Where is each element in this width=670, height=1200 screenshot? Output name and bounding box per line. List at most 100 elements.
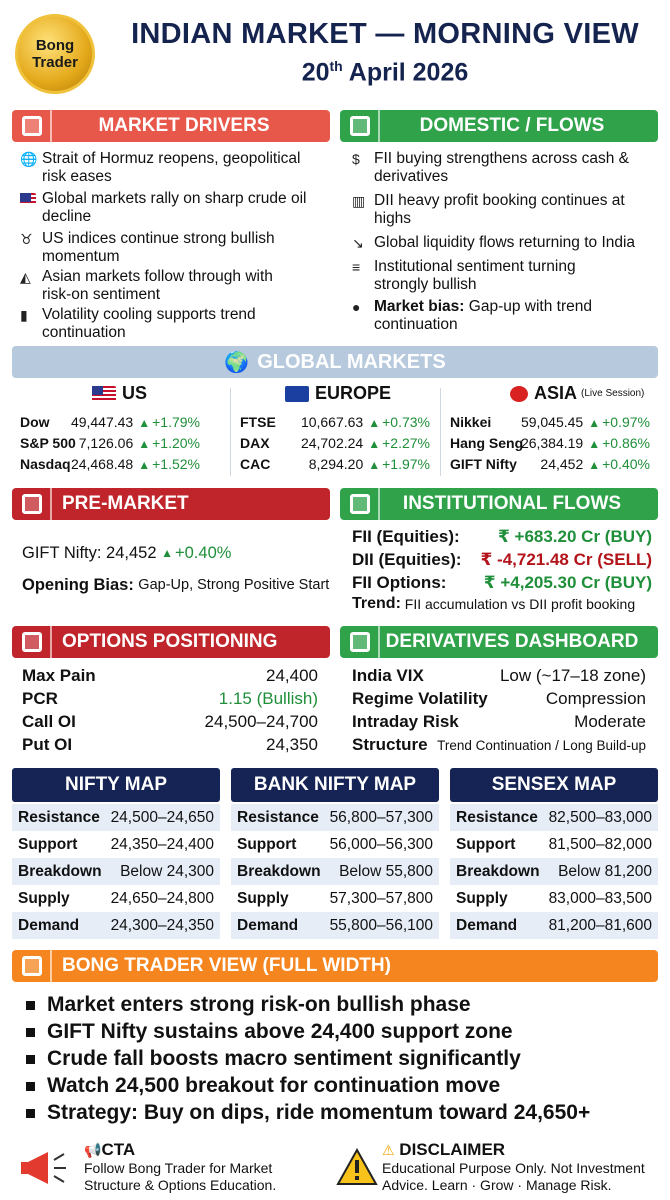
options-positioning-header: OPTIONS POSITIONING [12,626,330,658]
map-key: Supply [456,889,508,907]
bar-chart-icon: ▮ [20,307,28,323]
map-value: 57,300–57,800 [329,889,433,907]
checkbox-icon [350,116,370,136]
cta-text: Follow Bong Trader for Market Structure &… [84,1160,277,1193]
derivatives-value: Low (~17–18 zone) [499,666,646,685]
market-value: 26,384.19 [520,435,584,451]
market-change: +1.52% [152,456,200,472]
inst-flow-row: FII Options: ₹ +4,205.30 Cr (BUY) [352,572,652,594]
derivatives-label: Structure [352,735,428,754]
square-bullet-icon [26,1081,35,1091]
view-point: Strategy: Buy on dips, ride momentum tow… [26,1100,590,1126]
flow-item-bias: ● Market bias: Gap-up with trend continuat… [352,298,592,333]
map-row: Support 24,350–24,400 [12,831,220,858]
map-row: Support 81,500–82,000 [450,831,658,858]
market-change: +1.20% [152,435,200,451]
market-name: Dow [20,414,50,430]
bong-trader-logo: Bong Trader [15,14,95,94]
driver-item: ♉ US indices continue strong bullish momen… [20,230,275,265]
derivatives-value: Trend Continuation / Long Build-up [437,737,646,753]
market-value-group: 59,045.45 ▲ +0.97% [521,414,650,430]
options-label: Call OI [22,712,76,731]
market-name: Hang Seng [450,435,524,451]
globe-icon: 🌍 [224,351,250,374]
checkbox-icon [22,956,42,976]
institutional-flows-title: INSTITUTIONAL FLOWS [402,493,622,514]
checkbox-icon [350,494,370,514]
map-key: Resistance [237,808,319,826]
view-point-text: Strategy: Buy on dips, ride momentum tow… [47,1101,591,1124]
map-value: 81,200–81,600 [548,916,652,934]
up-arrow-icon: ▲ [368,437,381,451]
trend-down-icon: ↘ [352,235,364,251]
map-value: 56,800–57,300 [329,808,433,826]
options-row: PCR 1.15 (Bullish) [22,688,318,710]
asia-icon [510,385,528,402]
square-bullet-icon [26,1054,35,1064]
options-row: Call OI 24,500–24,700 [22,711,318,733]
driver-item: Global markets rally on sharp crude oil d… [20,190,340,226]
pre-market-gift: GIFT Nifty: 24,452 ▲ +0.40% [22,543,232,562]
derivatives-dashboard-header: DERIVATIVES DASHBOARD [340,626,658,658]
map-value: Below 24,300 [120,862,214,880]
market-value: 7,126.06 [78,435,134,451]
map-key: Resistance [456,808,538,826]
derivatives-row: Intraday Risk Moderate [352,711,646,733]
map-row: Resistance 82,500–83,000 [450,804,658,831]
disclaimer-text: Educational Purpose Only. Not Investment… [382,1160,645,1193]
inst-flow-row: DII (Equities): ₹ -4,721.48 Cr (SELL) [352,549,652,571]
map-row: Resistance 24,500–24,650 [12,804,220,831]
map-value: 24,350–24,400 [110,835,214,853]
market-row: Dow 49,447.43 ▲ +1.79% [20,412,200,432]
disclaimer-warning-icon: ⚠ [382,1142,395,1158]
pre-market-header: PRE-MARKET [12,488,330,520]
map-key: Demand [237,916,299,934]
inst-trend: Trend: FII accumulation vs DII profit bo… [352,595,636,612]
checkbox-icon [22,116,42,136]
derivatives-label: India VIX [352,666,424,685]
market-drivers-title: MARKET DRIVERS [98,115,270,136]
derivatives-value: Moderate [574,712,646,731]
market-change: +0.86% [602,435,650,451]
map-header: NIFTY MAP [12,768,220,802]
market-value: 24,452 [540,456,584,472]
global-markets-title: GLOBAL MARKETS [257,350,446,373]
market-value: 24,468.48 [70,456,134,472]
map-key: Breakdown [18,862,102,880]
view-point: Market enters strong risk-on bullish pha… [26,992,471,1018]
asia-map-icon: ◭ [20,269,31,285]
bong-trader-view-header: BONG TRADER VIEW (FULL WIDTH) [12,950,658,982]
map-key: Supply [18,889,70,907]
driver-item: ◭ Asian markets follow through with risk-o… [20,268,273,303]
market-name: Nikkei [450,414,492,430]
options-row: Put OI 24,350 [22,734,318,756]
coins-icon: ≡ [352,259,361,275]
eu-flag-icon [285,385,309,402]
us-flag-icon [92,385,116,402]
options-value: 1.15 (Bullish) [218,689,318,708]
market-value: 59,045.45 [520,414,584,430]
logo-line-1: Bong [35,37,75,54]
options-value: 24,350 [266,735,318,754]
global-markets-header: 🌍 GLOBAL MARKETS [12,346,658,378]
pre-market-bias: Opening Bias: Gap-Up, Strong Positive St… [22,575,330,594]
options-positioning-title: OPTIONS POSITIONING [62,631,278,652]
market-change: +0.40% [602,456,650,472]
inst-flow-value: ₹ +683.20 Cr (BUY) [497,527,652,546]
view-point-text: Crude fall boosts macro sentiment signif… [47,1047,521,1070]
map-row: Breakdown Below 55,800 [231,858,439,885]
region-asia: ASIA (Live Session) [510,383,644,404]
map-key: Support [18,835,78,853]
market-row: DAX 24,702.24 ▲ +2.27% [240,433,430,453]
up-arrow-icon: ▲ [138,458,151,472]
map-title: SENSEX MAP [491,774,617,795]
region-europe: EUROPE [285,383,391,404]
market-value-group: 10,667.63 ▲ +0.73% [301,414,430,430]
money-hand-icon: $ [352,151,360,167]
up-arrow-icon: ▲ [368,416,381,430]
flow-item: ↘ Global liquidity flows returning to Ind… [352,234,636,251]
map-row: Breakdown Below 24,300 [12,858,220,885]
map-key: Demand [456,916,518,934]
map-row: Resistance 56,800–57,300 [231,804,439,831]
map-row: Demand 81,200–81,600 [450,912,658,939]
